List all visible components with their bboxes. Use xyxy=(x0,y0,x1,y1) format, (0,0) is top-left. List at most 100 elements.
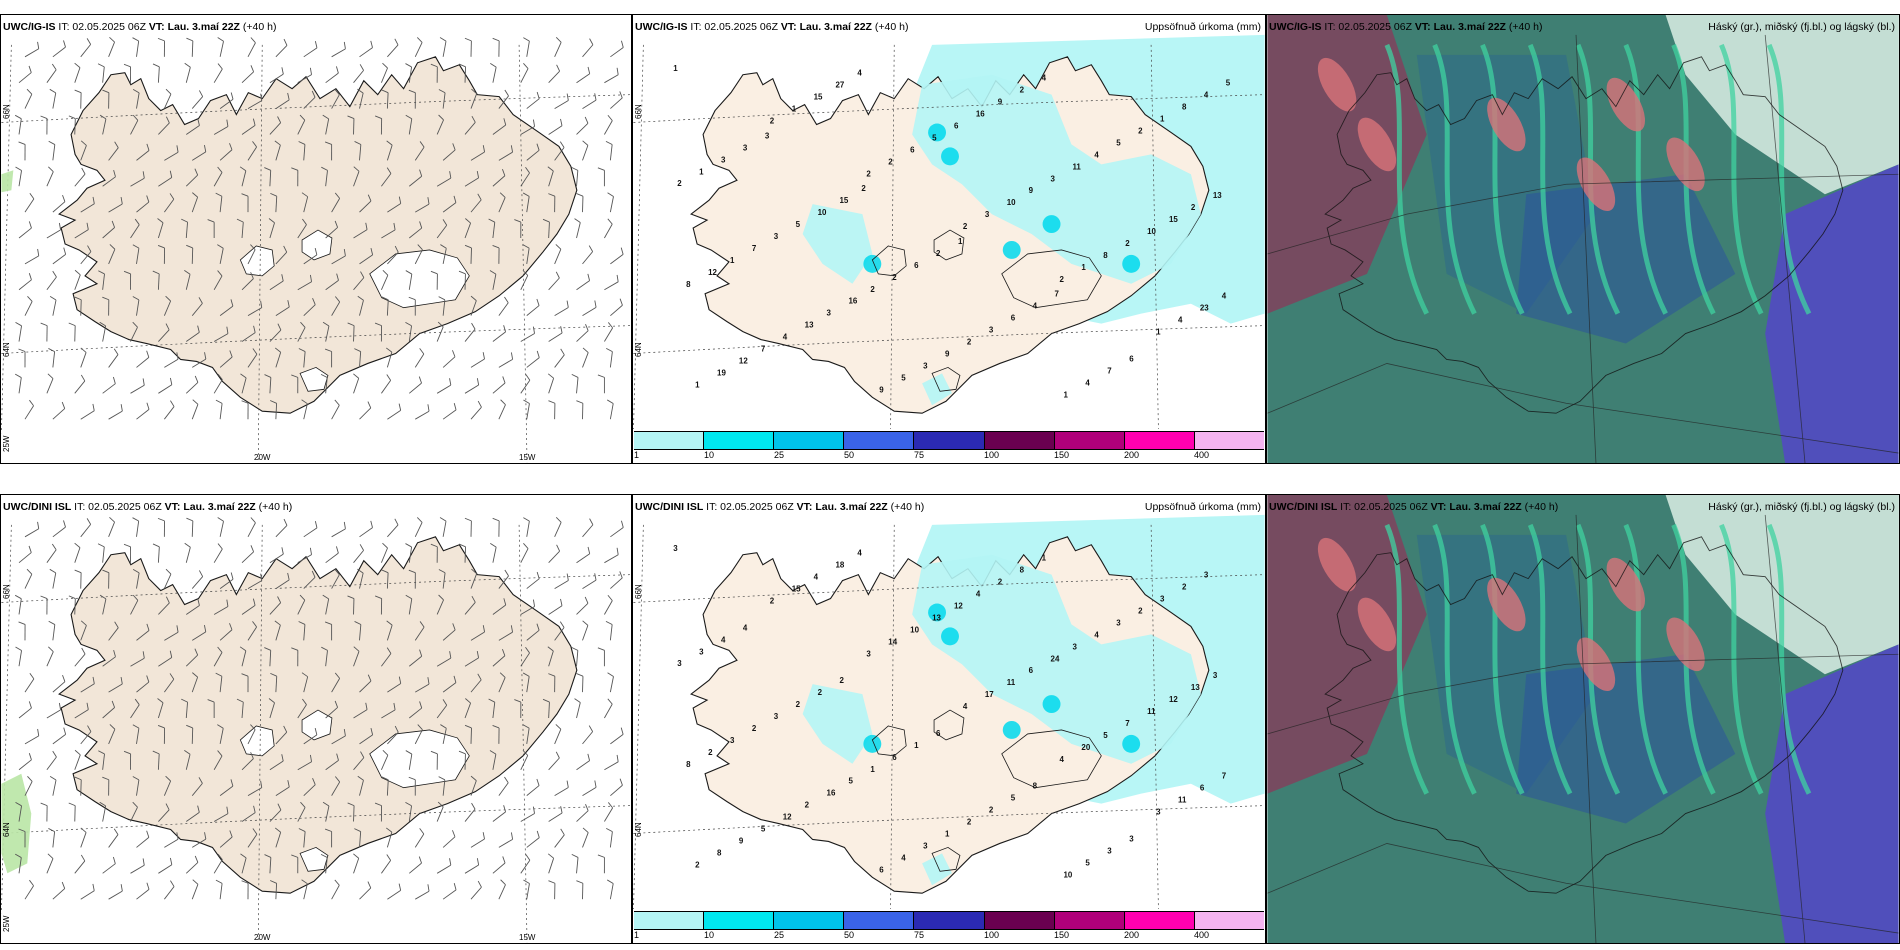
precip-amount-label: 4 xyxy=(1060,755,1065,764)
legend-tick-label: 150 xyxy=(1054,450,1070,460)
precip-amount-label: 1 xyxy=(1081,263,1086,272)
precip-amount-label: 6 xyxy=(1011,314,1016,323)
cloud-cover-map xyxy=(1267,495,1899,943)
model-name: UWC/IG-IS xyxy=(635,21,688,33)
precip-amount-label: 5 xyxy=(901,373,906,382)
legend-swatch xyxy=(1194,432,1264,449)
precip-amount-label: 5 xyxy=(932,133,937,142)
precip-amount-label: 4 xyxy=(1204,91,1209,100)
precip-amount-label: 2 xyxy=(770,117,775,126)
panel-header: UWC/IG-IS IT: 02.05.2025 06Z VT: Lau. 3.… xyxy=(1269,21,1542,33)
precip-amount-label: 3 xyxy=(730,736,735,745)
precip-amount-label: 6 xyxy=(892,753,897,762)
precip-amount-label: 2 xyxy=(888,157,893,166)
precip-amount-label: 13 xyxy=(1213,191,1222,200)
precip-amount-label: 16 xyxy=(976,110,985,119)
lead-time: (+40 h) xyxy=(1524,501,1559,513)
precip-amount-label: 15 xyxy=(1169,215,1178,224)
precip-amount-label: 12 xyxy=(739,356,748,365)
lat-label-66n: 66N xyxy=(634,584,643,599)
legend-tick-label: 10 xyxy=(703,450,714,460)
lon-label-25w: 25W xyxy=(2,915,11,932)
lon-label-15w: 15W xyxy=(519,933,536,942)
precip-amount-label: 2 xyxy=(1138,126,1143,135)
precip-amount-label: 2 xyxy=(839,676,844,685)
legend-swatch xyxy=(704,912,775,929)
valid-time: Lau. 3.maí 22Z xyxy=(1433,21,1506,33)
valid-time: Lau. 3.maí 22Z xyxy=(799,21,872,33)
precip-legend: 1 10 25 50 75 100 150 200 400 xyxy=(633,429,1265,463)
legend-swatch xyxy=(1054,912,1125,929)
precip-amount-label: 2 xyxy=(963,222,968,231)
precip-amount-label: 3 xyxy=(1156,808,1161,817)
init-time: IT: 02.05.2025 06Z xyxy=(58,21,146,33)
lon-label-15w: 15W xyxy=(519,453,536,462)
precip-amount-label: 13 xyxy=(1191,683,1200,692)
precip-amount-label: 20 xyxy=(1081,743,1090,752)
legend-swatch xyxy=(914,432,985,449)
precip-amount-label: 6 xyxy=(1129,354,1134,363)
precip-amount-label: 3 xyxy=(923,361,928,370)
legend-tick-label: 100 xyxy=(984,930,1000,940)
legend-tick-label: 25 xyxy=(773,450,784,460)
precip-amount-label: 5 xyxy=(796,220,801,229)
precip-amount-label: 8 xyxy=(717,848,722,857)
precip-amount-label: 1 xyxy=(1160,115,1165,124)
precip-amount-label: 3 xyxy=(673,544,678,553)
precip-amount-label: 11 xyxy=(1072,162,1081,171)
panel-title: Háský (gr.), miðský (fj.bl.) og lágský (… xyxy=(1708,21,1895,33)
precip-amount-label: 9 xyxy=(879,385,884,394)
precip-amount-label: 1 xyxy=(1063,390,1068,399)
precipitation-map: 1222211123141915610823122759247463108491… xyxy=(633,34,1265,463)
precip-amount-label: 2 xyxy=(866,169,871,178)
precip-amount-label: 12 xyxy=(783,813,792,822)
precip-amount-label: 15 xyxy=(792,585,801,594)
precip-amount-label: 9 xyxy=(739,836,744,845)
precip-amount-label: 6 xyxy=(879,865,884,874)
valid-time-label: VT: xyxy=(1414,21,1431,33)
precip-amount-label: 2 xyxy=(695,860,700,869)
precip-amount-label: 4 xyxy=(1094,150,1099,159)
precip-amount-label: 10 xyxy=(1007,198,1016,207)
legend-swatch xyxy=(844,432,915,449)
valid-time-label: VT: xyxy=(1430,501,1447,513)
precipitation-map: 3234432151417201184101156918136775412241… xyxy=(633,514,1265,943)
panel-header: UWC/DINI ISL IT: 02.05.2025 06Z VT: Lau.… xyxy=(3,501,292,513)
legend-tick-label: 50 xyxy=(844,930,855,940)
precip-amount-label: 2 xyxy=(861,184,866,193)
panel-title: Uppsöfnuð úrkoma (mm) xyxy=(1144,501,1261,513)
wind-barb-map xyxy=(1,36,631,463)
precip-amount-label: 8 xyxy=(1103,251,1108,260)
lead-time: (+40 h) xyxy=(242,21,277,33)
precip-amount-label: 6 xyxy=(1200,784,1205,793)
precip-amount-label: 3 xyxy=(827,309,832,318)
precip-amount-label: 13 xyxy=(805,321,814,330)
precip-amount-label: 2 xyxy=(1060,275,1065,284)
legend-swatch xyxy=(634,432,705,449)
precip-amount-label: 15 xyxy=(839,196,848,205)
precip-amount-label: 19 xyxy=(717,368,726,377)
panel-header: UWC/IG-IS IT: 02.05.2025 06Z VT: Lau. 3.… xyxy=(3,21,276,33)
precip-amount-label: 8 xyxy=(686,760,691,769)
precip-amount-label: 1 xyxy=(870,765,875,774)
precip-amount-label: 1 xyxy=(673,64,678,73)
legend-swatch xyxy=(1124,432,1195,449)
precip-amount-label: 3 xyxy=(743,143,748,152)
precip-amount-label: 2 xyxy=(1125,239,1130,248)
precip-amount-label: 8 xyxy=(1033,782,1038,791)
cloud-map-panel-row1: UWC/IG-IS IT: 02.05.2025 06Z VT: Lau. 3.… xyxy=(1266,14,1900,464)
precip-amount-label: 2 xyxy=(892,273,897,282)
precip-amount-label: 18 xyxy=(836,561,845,570)
precip-amount-label: 7 xyxy=(752,244,757,253)
panel-header: UWC/DINI ISL IT: 02.05.2025 06Z VT: Lau.… xyxy=(1269,501,1558,513)
precip-amount-label: 4 xyxy=(1094,630,1099,639)
precip-amount-label: 10 xyxy=(1147,227,1156,236)
lat-label-64n: 64N xyxy=(2,342,11,357)
valid-time-label: VT: xyxy=(780,21,797,33)
precip-amount-label: 3 xyxy=(866,649,871,658)
model-name: UWC/IG-IS xyxy=(1269,21,1322,33)
precip-amount-label: 7 xyxy=(1107,366,1112,375)
precip-amount-label: 2 xyxy=(818,688,823,697)
precip-map-panel-row2: UWC/DINI ISL IT: 02.05.2025 06Z VT: Lau.… xyxy=(632,494,1266,944)
precip-amount-label: 2 xyxy=(677,179,682,188)
